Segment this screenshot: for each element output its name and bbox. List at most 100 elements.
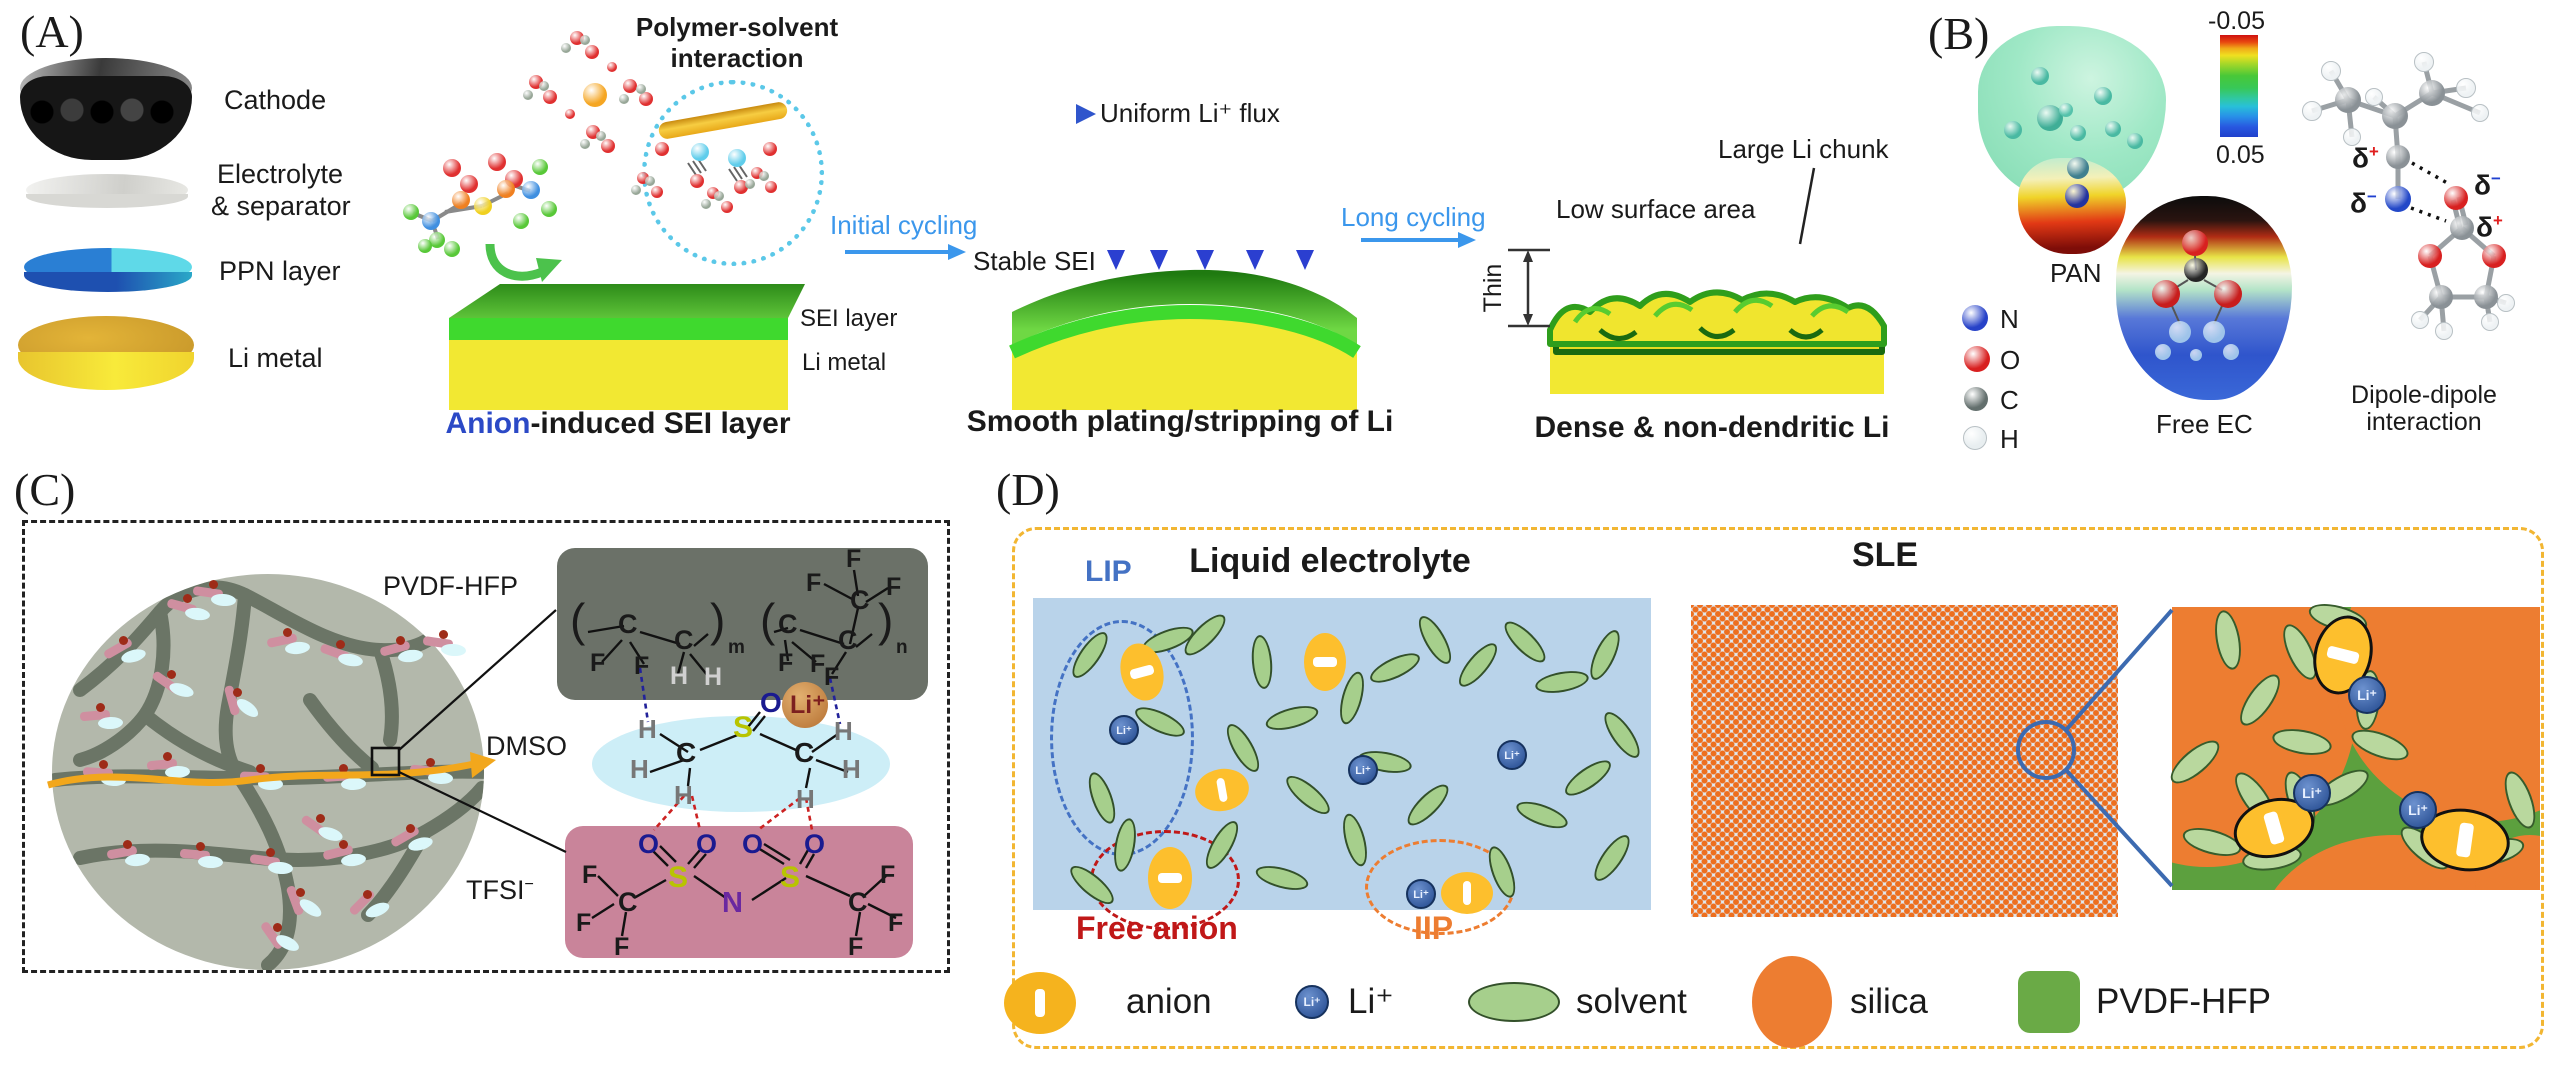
lip-label: LIP bbox=[1085, 555, 1132, 588]
lithium-salt-dot bbox=[183, 594, 192, 603]
anion-induced-caption: Anion-induced SEI layer bbox=[445, 407, 791, 440]
molecule-ball bbox=[2474, 285, 2498, 309]
pvdf-atom: ( bbox=[570, 594, 586, 646]
lithium-salt-dot bbox=[196, 842, 205, 851]
dmso-atom: C bbox=[676, 737, 697, 768]
legend-pvdf-label: PVDF-HFP bbox=[2096, 982, 2271, 1021]
large-li-chunk-label: Large Li chunk bbox=[1718, 134, 1889, 164]
decomposition-arrowhead bbox=[536, 258, 562, 282]
molecule-ball bbox=[2184, 258, 2208, 282]
tfsi-atom: O bbox=[742, 829, 764, 859]
panel-a-label: (A) bbox=[20, 6, 84, 57]
polymer-solvent-line1: Polymer-solvent bbox=[635, 12, 839, 42]
delta-minus-left: δ− bbox=[2350, 187, 2377, 219]
panel-d-label: (D) bbox=[996, 464, 1060, 515]
legend-pvdf-symbol bbox=[2018, 971, 2080, 1033]
molecule-ball bbox=[2343, 128, 2361, 146]
molecule-ball bbox=[2335, 87, 2361, 113]
dipole-line1: Dipole-dipole bbox=[2351, 381, 2497, 409]
pvdf-atom: C bbox=[838, 625, 858, 655]
molecule-ball bbox=[765, 181, 777, 193]
tfsi-atom: C bbox=[618, 887, 638, 917]
tfsi-atom: F bbox=[848, 933, 864, 961]
lithium-salt-dot bbox=[273, 923, 282, 932]
lithium-salt-dot bbox=[363, 890, 372, 899]
dmso-atom: H bbox=[638, 714, 657, 744]
molecule-ball bbox=[2203, 321, 2225, 343]
li-ion-symbol: Li⁺ bbox=[1109, 715, 1139, 745]
molecule-ball bbox=[543, 90, 557, 104]
sle-silica-box bbox=[1691, 605, 2118, 917]
legend-solvent-label: solvent bbox=[1576, 982, 1687, 1021]
panel-c-label: (C) bbox=[14, 464, 76, 515]
smooth-caption: Smooth plating/stripping of Li bbox=[966, 405, 1394, 438]
molecule-ball bbox=[655, 142, 669, 156]
anion-charge-bar bbox=[1313, 657, 1337, 667]
molecule-ball bbox=[2386, 145, 2410, 169]
li-ion-symbol: Li⁺ bbox=[2293, 774, 2331, 812]
molecule-ball bbox=[701, 199, 711, 209]
tfsi-atom: S bbox=[668, 861, 689, 894]
dmso-atom: H bbox=[796, 784, 815, 814]
zoom-region-square bbox=[370, 746, 401, 777]
molecule-ball bbox=[690, 174, 704, 188]
lithium-salt-dot bbox=[396, 636, 405, 645]
dense-caption: Dense & non-dendritic Li bbox=[1534, 411, 1890, 444]
tfsi-atom: O bbox=[804, 829, 826, 859]
molecule-ball bbox=[623, 79, 637, 93]
tfsi-atom: F bbox=[576, 909, 592, 937]
free-anion-label: Free anion bbox=[1076, 910, 1238, 946]
molecule-ball bbox=[2169, 321, 2191, 343]
zoom-connector-bottom bbox=[398, 771, 567, 853]
molecule-ball bbox=[2223, 344, 2239, 360]
lithium-salt-dot bbox=[119, 636, 128, 645]
molecule-ball bbox=[2031, 67, 2049, 85]
molecule-ball bbox=[541, 201, 557, 217]
thin-arrow-bottom bbox=[1523, 314, 1533, 326]
pvdf-atom: m bbox=[728, 637, 745, 658]
molecule-ball bbox=[444, 241, 460, 257]
pvdf-atom: ) bbox=[710, 594, 726, 646]
molecule-ball bbox=[728, 149, 746, 167]
pvdf-atom: C bbox=[850, 585, 870, 615]
molecule-ball bbox=[2435, 322, 2453, 340]
thin-label: Thin bbox=[1478, 263, 1507, 313]
li-ion-symbol: Li⁺ bbox=[2348, 676, 2386, 714]
molecule-ball bbox=[2419, 80, 2445, 106]
ho-dashed-bonds bbox=[653, 795, 814, 832]
molecule-ball bbox=[2497, 294, 2515, 312]
molecule-ball bbox=[2382, 103, 2408, 129]
molecule-ball bbox=[429, 232, 445, 248]
tfsi-atom: F bbox=[888, 909, 904, 937]
molecule-ball bbox=[422, 212, 440, 230]
molecule-ball bbox=[2152, 280, 2180, 308]
dmso-atom: H bbox=[842, 754, 861, 784]
molecule-ball bbox=[522, 181, 540, 199]
zoom-connector-top bbox=[398, 609, 557, 751]
molecule-ball bbox=[2471, 104, 2489, 122]
liquid-electrolyte-title: Liquid electrolyte bbox=[1189, 542, 1471, 580]
pvdf-atom: ) bbox=[878, 594, 894, 646]
legend-o-label: O bbox=[2000, 345, 2021, 375]
molecule-ball bbox=[523, 90, 533, 100]
li-ion-symbol: Li⁺ bbox=[1295, 985, 1329, 1019]
molecule-ball bbox=[619, 94, 629, 104]
molecule-ball bbox=[488, 153, 506, 171]
anion-symbol bbox=[1304, 633, 1346, 691]
tfsi-label: TFSI− bbox=[466, 875, 534, 905]
magnifier-circle bbox=[2016, 720, 2076, 780]
molecule-ball bbox=[2444, 186, 2468, 210]
molecule-ball bbox=[532, 159, 548, 175]
lithium-salt-dot bbox=[339, 840, 348, 849]
tfsi-atom: C bbox=[848, 887, 868, 917]
coordination-hatch-marks bbox=[687, 158, 748, 182]
pvdf-structure-box bbox=[557, 548, 928, 700]
scale-top-value: -0.05 bbox=[2208, 7, 2265, 35]
molecule-ball bbox=[1964, 387, 1988, 411]
lithium-salt-dot bbox=[406, 824, 415, 833]
pvdf-hfp-label: PVDF-HFP bbox=[383, 571, 518, 601]
molecule-ball bbox=[636, 84, 646, 94]
lithium-salt-dot bbox=[336, 640, 345, 649]
